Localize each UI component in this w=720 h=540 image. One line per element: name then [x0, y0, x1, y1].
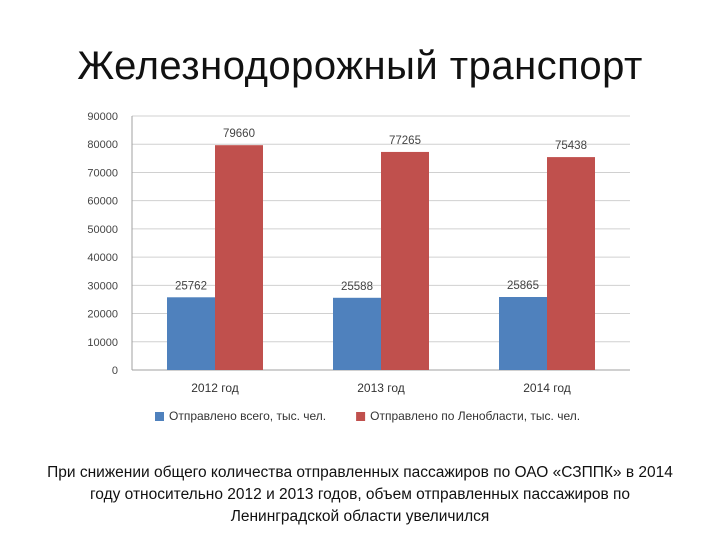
y-tick-label: 70000	[87, 167, 118, 179]
data-label: 79660	[223, 128, 255, 140]
legend-label: Отправлено всего, тыс. чел.	[169, 409, 326, 423]
data-label: 77265	[389, 135, 421, 147]
bar	[333, 297, 381, 370]
x-tick-label: 2012 год	[191, 381, 239, 395]
data-label: 25762	[175, 280, 207, 292]
bar	[215, 145, 263, 370]
data-label: 75438	[555, 140, 587, 152]
legend-label: Отправлено по Ленобласти, тыс. чел.	[370, 409, 580, 423]
bar	[381, 151, 429, 370]
y-tick-label: 0	[112, 365, 118, 377]
bar-chart: 0 10000 20000 30000 40000 50000 60000 70000 8000…	[87, 111, 630, 423]
x-tick-label: 2013 год	[357, 381, 405, 395]
slide-title: Железнодорожный транспорт	[77, 44, 643, 88]
y-tick-label: 10000	[87, 337, 118, 349]
y-tick-label: 60000	[87, 196, 118, 208]
y-tick-label: 50000	[87, 224, 118, 236]
bar	[547, 157, 595, 370]
y-tick-label: 80000	[87, 139, 118, 151]
bar	[167, 297, 215, 370]
y-tick-label: 40000	[87, 252, 118, 264]
data-label: 25588	[341, 281, 373, 293]
y-tick-label: 90000	[87, 111, 118, 123]
data-label: 25865	[507, 280, 539, 292]
legend-swatch	[356, 412, 366, 421]
x-tick-label: 2014 год	[523, 381, 571, 395]
slide-caption: При снижении общего количества отправлен…	[47, 464, 673, 525]
bar	[499, 297, 547, 370]
y-tick-label: 20000	[87, 309, 118, 321]
legend-swatch	[155, 412, 164, 421]
y-tick-label: 30000	[87, 280, 118, 292]
